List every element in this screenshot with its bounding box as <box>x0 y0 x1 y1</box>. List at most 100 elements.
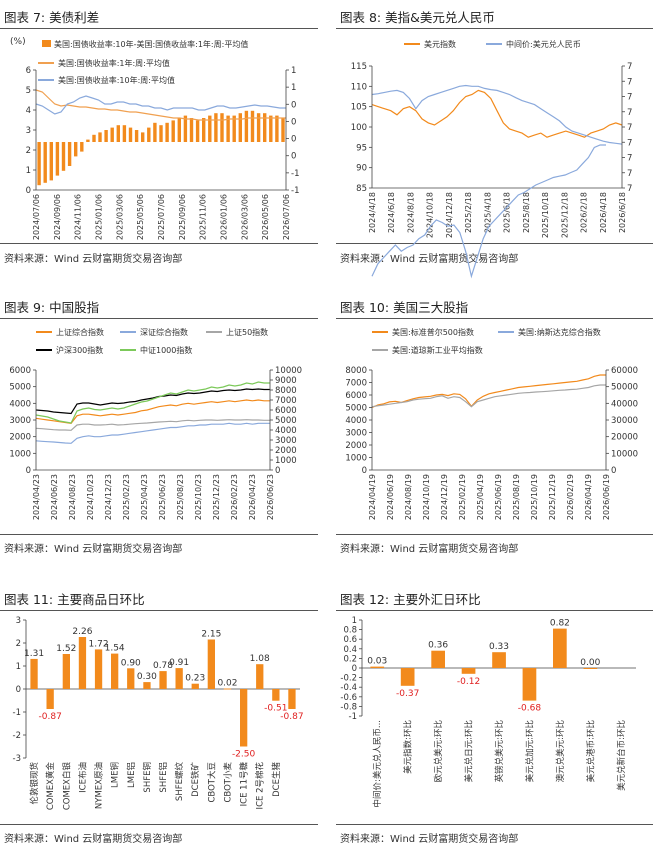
data-label: 0.00 <box>580 658 600 668</box>
spread-bar <box>263 113 267 142</box>
title-rule <box>0 610 318 611</box>
y-tick-label: 5000 <box>9 383 31 393</box>
category-label: 中间价:美元兑人民币... <box>372 720 383 807</box>
y-tick-label: 2000 <box>9 433 31 443</box>
y-tick-label-right: 7 <box>627 138 632 148</box>
chart-7-svg: (%) 美国:国债收益率:10年-美国:国债收益率:1年:周:平均值美国:国债收益… <box>10 37 299 240</box>
y-tick-label: 1 <box>26 166 31 176</box>
spread-bar <box>256 113 261 142</box>
y-tick-label: 2000 <box>345 441 367 451</box>
bar <box>94 649 103 689</box>
y-tick-label-right: 0 <box>291 135 296 145</box>
bar <box>78 637 87 689</box>
y-tick-label: 110 <box>351 82 367 92</box>
y-tick-label-right: 1000 <box>275 456 297 466</box>
y-tick-label-right: 7000 <box>275 396 297 406</box>
chart-8-svg: 美元指数 中间价:美元兑人民币 115 110 105 100 95 90 85 7 7 7 7 7 7 7 7… <box>351 39 633 238</box>
y-tick-label-right: 40000 <box>611 399 638 409</box>
x-tick-label: 2025/4/18 <box>483 192 492 233</box>
legend-swatch <box>42 40 51 47</box>
y-tick-label-right: 10000 <box>611 449 638 459</box>
x-tick-label: 2024/10/19 <box>422 474 431 520</box>
data-label: -0.37 <box>396 689 419 699</box>
spread-bar <box>104 130 108 142</box>
x-tick-label: 2024/07/06 <box>32 194 41 240</box>
spread-bar <box>98 132 102 142</box>
spread-bar <box>281 118 285 142</box>
series-line <box>35 89 286 121</box>
bar <box>522 668 537 701</box>
bar <box>127 668 135 689</box>
x-tick-label: 2024/11/06 <box>74 194 83 240</box>
source-note: 资料来源：Wind 云财富期货交易咨询部 <box>340 834 519 845</box>
spread-bar <box>250 110 255 142</box>
spread-bar <box>214 113 218 142</box>
bar <box>111 653 119 689</box>
spread-bar <box>208 115 212 142</box>
series-line <box>371 374 606 409</box>
x-tick-label: 2024/4/18 <box>368 192 377 233</box>
x-tick-label: 2026/05/06 <box>261 194 270 240</box>
source-rule <box>0 534 318 535</box>
category-label: ICE布油 <box>77 762 88 793</box>
category-label: 英镑兑美元:环比 <box>494 720 505 782</box>
x-tick-label: 2024/06/19 <box>386 474 395 520</box>
spread-bar <box>275 115 279 142</box>
x-tick-label: 2025/2/18 <box>464 192 473 233</box>
series-line <box>371 89 623 138</box>
source-rule <box>0 243 318 244</box>
y-tick-label-right: 7 <box>627 93 632 103</box>
data-label: 2.15 <box>201 630 221 640</box>
y-tick-label-right: 20000 <box>611 433 638 443</box>
legend-label: 美国:国债收益率:1年:周:平均值 <box>58 58 170 68</box>
data-label: 2.26 <box>72 627 92 637</box>
chart-title: 图表 8: 美指&美元兑人民币 <box>340 10 495 25</box>
spread-bar <box>232 115 236 142</box>
bar <box>461 668 476 674</box>
y-tick-label-right: 6000 <box>275 406 297 416</box>
x-tick-label: 2026/6/18 <box>618 192 627 233</box>
x-tick-label: 2026/4/18 <box>599 192 608 233</box>
x-tick-label: 2026/04/19 <box>584 474 593 520</box>
x-tick-label: 2026/04/23 <box>248 474 257 520</box>
source-rule <box>336 534 653 535</box>
y-tick-label: 85 <box>356 184 367 194</box>
source-note: 资料来源：Wind 云财富期货交易咨询部 <box>4 254 183 265</box>
y-tick-label: 5 <box>26 86 31 96</box>
title-rule <box>0 28 318 29</box>
chart-11-svg: 3 2 1 0 -1 -2 -3 1.31 -0.87 1.52 2.26 1.721.54 0.90 0… <box>13 616 304 811</box>
y-tick-label-right: 2000 <box>275 446 297 456</box>
source-note: 资料来源：Wind 云财富期货交易咨询部 <box>4 544 183 555</box>
legend-label: 美国:标准普尔500指数 <box>392 327 474 337</box>
source-rule <box>0 824 318 825</box>
y-tick-label: 0.4 <box>343 645 357 655</box>
x-tick-label: 2025/04/19 <box>476 474 485 520</box>
category-label: COMEX白银 <box>61 762 72 811</box>
x-tick-label: 2026/06/23 <box>266 474 275 520</box>
spread-bar <box>110 127 114 142</box>
y-tick-label-right: -1 <box>291 169 299 179</box>
data-label: 1.72 <box>89 639 109 649</box>
y-tick-label: 0.2 <box>343 654 357 664</box>
legend-label: 美国:道琼斯工业平均指数 <box>392 345 483 355</box>
x-tick-label: 2024/12/19 <box>440 474 449 520</box>
spread-bar <box>165 122 169 142</box>
spread-bar <box>134 130 139 142</box>
y-tick-label: -1 <box>13 708 21 718</box>
title-rule <box>336 318 653 319</box>
legend-label: 深证综合指数 <box>140 327 188 337</box>
x-tick-label: 2025/10/23 <box>194 474 203 520</box>
spread-bar <box>67 142 72 166</box>
legend-label: 美元指数 <box>424 39 456 49</box>
series-line <box>35 419 270 431</box>
spread-bar <box>269 115 273 142</box>
y-tick-label-right: 10000 <box>275 366 302 376</box>
bar <box>240 689 248 747</box>
x-tick-label: 2024/10/18 <box>426 192 435 238</box>
category-label: 澳元兑美元:环比 <box>555 720 566 782</box>
x-tick-label: 2025/12/18 <box>560 192 569 238</box>
spread-bar <box>43 142 47 183</box>
spread-bar <box>244 110 249 142</box>
data-label: 0.90 <box>121 658 141 668</box>
